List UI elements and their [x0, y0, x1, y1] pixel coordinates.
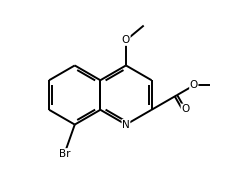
Text: O: O — [181, 104, 190, 114]
Text: N: N — [122, 120, 130, 130]
Text: O: O — [190, 80, 198, 90]
Text: O: O — [122, 35, 130, 45]
Text: Br: Br — [59, 149, 71, 159]
